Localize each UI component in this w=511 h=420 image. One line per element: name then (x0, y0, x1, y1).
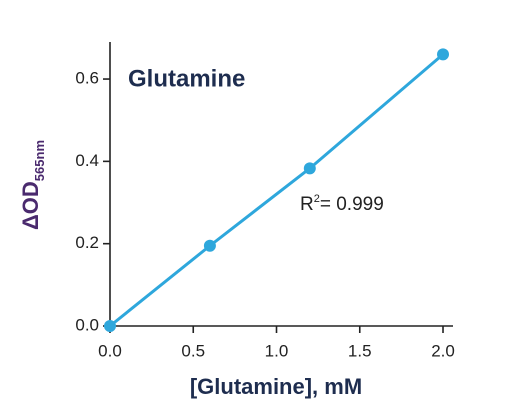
x-axis-label: [Glutamine], mM (190, 374, 362, 399)
point (437, 48, 450, 61)
y-axis-label: ΔOD565nm (18, 140, 47, 230)
y-tick-label: 0.0 (75, 315, 99, 334)
annotation-sup: 2 (314, 193, 320, 205)
point (203, 239, 216, 252)
annotation: R2= 0.999 (300, 193, 384, 215)
y-tick-label: 0.4 (75, 151, 99, 170)
x-tick-label: 0.5 (181, 341, 205, 360)
y-label-main: ΔOD (18, 181, 43, 230)
x-tick-label: 1.5 (348, 341, 372, 360)
fit-line (109, 53, 444, 328)
x-tick-label: 0.0 (98, 341, 122, 360)
point (303, 162, 316, 175)
x-tick-label: 2.0 (431, 341, 455, 360)
x-tick-label: 1.0 (265, 341, 289, 360)
annotation-r: R (300, 194, 314, 215)
y-tick-label: 0.2 (75, 233, 99, 252)
point (104, 320, 116, 332)
annotation-value: = 0.999 (320, 194, 384, 215)
chart-title: Glutamine (128, 65, 245, 92)
y-label-subscript: 565nm (32, 140, 47, 181)
y-tick-label: 0.6 (75, 69, 99, 88)
